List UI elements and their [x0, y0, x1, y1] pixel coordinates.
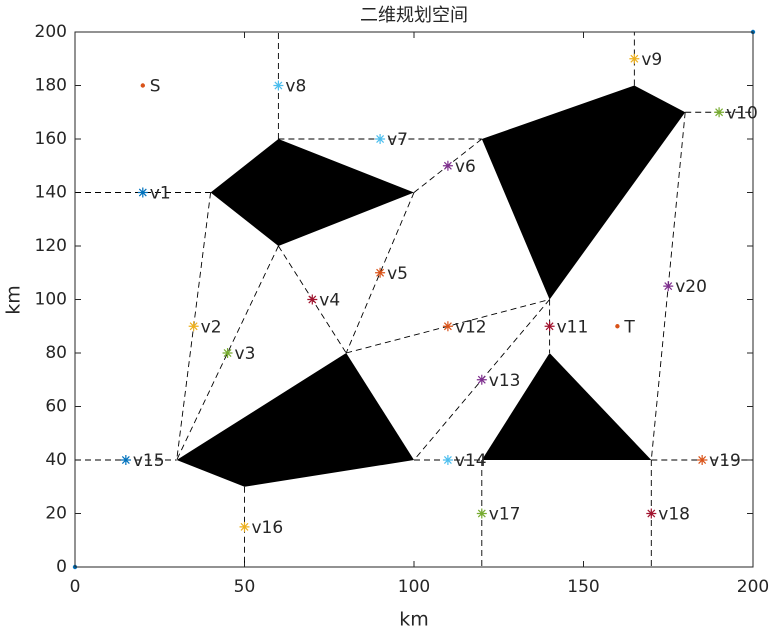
axes-box: [74, 31, 754, 568]
point: [629, 53, 640, 64]
y-tick-label: 200: [35, 22, 67, 42]
point-label: v4: [319, 291, 340, 311]
y-tick-label: 80: [45, 343, 67, 363]
point: [239, 521, 250, 532]
obstacle: [481, 85, 686, 300]
point-label: v5: [387, 264, 408, 284]
y-tick-label: 120: [35, 236, 67, 256]
point-label: v10: [726, 103, 758, 123]
point-label: S: [150, 77, 161, 97]
point: [307, 294, 318, 305]
obstacle: [176, 353, 414, 487]
point: [442, 321, 453, 332]
point-label: v12: [455, 317, 487, 337]
x-tick-label: 200: [737, 577, 769, 597]
point-label: v15: [133, 451, 165, 471]
point: [120, 455, 131, 465]
point-label: v9: [641, 50, 662, 70]
point: [442, 160, 453, 171]
point: [137, 187, 148, 198]
point-label: v19: [709, 451, 741, 471]
point-label: v2: [201, 317, 222, 337]
point-label: v20: [675, 277, 707, 297]
point: [442, 455, 453, 465]
point-label: T: [623, 317, 635, 337]
obstacle: [210, 139, 414, 246]
y-tick-label: 0: [56, 557, 67, 577]
point: [222, 348, 233, 358]
x-tick-label: 50: [234, 577, 256, 597]
x-tick-label: 100: [398, 577, 430, 597]
point-label: v16: [252, 518, 284, 538]
point-label: v8: [285, 77, 306, 97]
point-label: v7: [387, 130, 408, 150]
point: [140, 83, 145, 88]
point: [646, 508, 657, 519]
point-label: v11: [557, 317, 589, 337]
point-label: v14: [455, 451, 487, 471]
y-tick-label: 180: [35, 76, 67, 96]
point: [375, 134, 386, 144]
point: [375, 267, 386, 278]
x-axis-label: km: [399, 609, 429, 631]
y-tick-label: 40: [45, 450, 67, 470]
point-label: v17: [489, 505, 521, 525]
point: [615, 324, 620, 329]
point: [663, 281, 674, 292]
point: [273, 80, 284, 91]
point: [188, 321, 199, 332]
point-label: v3: [235, 344, 256, 364]
point-label: v1: [150, 184, 171, 204]
point-label: v6: [455, 157, 476, 177]
point: [476, 374, 487, 385]
y-tick-label: 20: [45, 504, 67, 524]
y-tick-label: 140: [35, 183, 67, 203]
y-tick-label: 160: [35, 129, 67, 149]
point: [697, 455, 708, 465]
y-axis-label: km: [3, 285, 25, 315]
point: [714, 107, 725, 118]
y-tick-label: 100: [35, 290, 67, 310]
point: [476, 508, 487, 519]
point-label: v18: [658, 505, 690, 525]
x-tick-label: 0: [70, 577, 81, 597]
y-tick-label: 60: [45, 397, 67, 417]
edge: [345, 192, 415, 354]
point-label: v13: [489, 371, 521, 391]
obstacle: [481, 353, 652, 460]
point: [544, 321, 555, 332]
chart-title: 二维规划空间: [360, 5, 468, 26]
x-tick-label: 150: [567, 577, 599, 597]
